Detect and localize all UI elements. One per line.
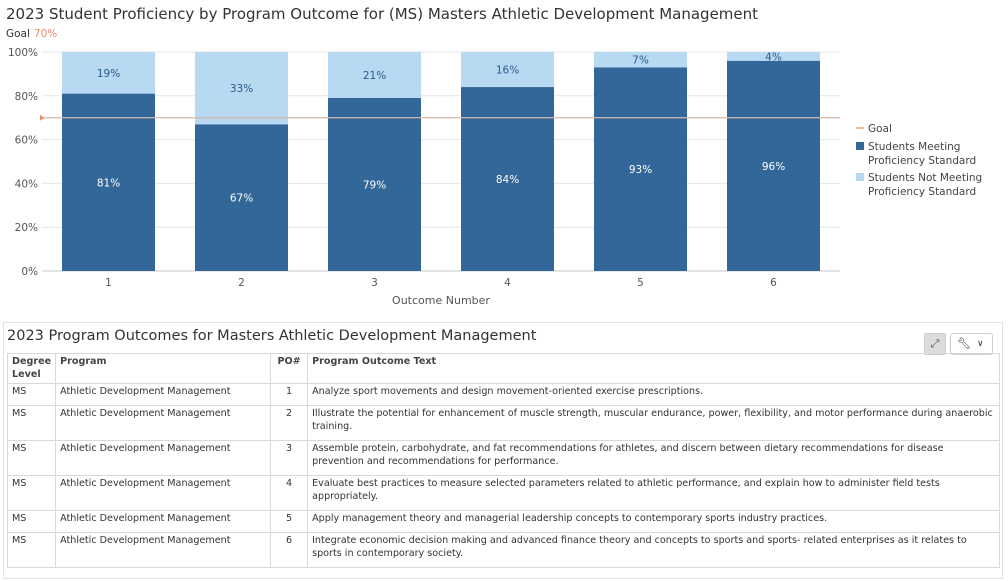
x-tick-label: 1: [105, 277, 112, 289]
cell-po: 6: [270, 532, 309, 568]
x-tick-label: 5: [637, 277, 644, 289]
legend-not-meeting-swatch: [856, 173, 864, 181]
goal-caption: Goal 70%: [6, 28, 57, 40]
cell-outcome-text: Analyze sport movements and design movem…: [307, 383, 1000, 406]
tools-menu-button[interactable]: 🔧︎ ∨: [950, 333, 993, 355]
legend-meeting-swatch: [856, 142, 864, 150]
bar-not-meeting: [594, 52, 687, 68]
x-tick-label: 2: [238, 277, 245, 289]
bar-not-meeting: [461, 52, 554, 88]
data-label-not-meeting: 19%: [97, 68, 120, 80]
proficiency-chart: 0%20%40%60%80%100%81%19%167%33%279%21%38…: [8, 47, 982, 307]
data-label-meeting: 67%: [230, 193, 253, 205]
y-tick-label: 0%: [21, 266, 38, 278]
bar-not-meeting: [727, 52, 820, 61]
header-program: Program: [55, 353, 272, 384]
goal-caption-label: Goal: [6, 28, 30, 40]
chevron-down-icon: ∨: [977, 339, 984, 349]
expand-icon: ⤢: [930, 337, 940, 350]
cell-po: 1: [270, 383, 309, 406]
legend-goal-label: Goal: [868, 123, 892, 135]
y-tick-label: 20%: [15, 222, 38, 234]
bar-not-meeting: [328, 52, 421, 98]
cell-po: 4: [270, 475, 309, 511]
cell-po: 3: [270, 440, 309, 476]
header-degree-level: Degree Level: [6, 353, 57, 384]
y-tick-label: 60%: [15, 135, 38, 147]
cell-outcome-text: Evaluate best practices to measure selec…: [307, 475, 1000, 511]
y-tick-label: 80%: [15, 91, 38, 103]
expand-button[interactable]: ⤢: [924, 333, 946, 355]
cell-program: Athletic Development Management: [55, 383, 272, 406]
cell-outcome-text: Integrate economic decision making and a…: [307, 532, 1000, 568]
data-label-not-meeting: 33%: [230, 83, 253, 95]
data-label-meeting: 79%: [363, 179, 386, 191]
bar-meeting: [328, 97, 421, 272]
cell-program: Athletic Development Management: [55, 510, 272, 533]
cell-program: Athletic Development Management: [55, 532, 272, 568]
table-row: MS Athletic Development Management 3 Assemb…: [6, 440, 1000, 476]
cell-program: Athletic Development Management: [55, 440, 272, 476]
bar-not-meeting: [62, 52, 155, 94]
data-label-not-meeting: 7%: [632, 55, 649, 67]
table-row: MS Athletic Development Management 6 Integr…: [6, 532, 1000, 568]
cell-degree-level: MS: [6, 405, 57, 441]
data-label-not-meeting: 16%: [496, 65, 519, 77]
cell-degree-level: MS: [6, 532, 57, 568]
bar-meeting: [195, 124, 288, 272]
cell-program: Athletic Development Management: [55, 475, 272, 511]
bar-meeting: [594, 67, 687, 271]
wrench-icon: 🔧︎: [957, 337, 971, 350]
header-po: PO#: [270, 353, 309, 384]
legend-meeting-label: Students Meeting Proficiency Standard: [868, 141, 976, 167]
cell-degree-level: MS: [6, 475, 57, 511]
data-label-meeting: 81%: [97, 177, 120, 189]
legend-not-meeting-label: Students Not Meeting Proficiency Standard: [868, 172, 982, 198]
goal-marker: [40, 114, 44, 121]
cell-po: 5: [270, 510, 309, 533]
cell-degree-level: MS: [6, 440, 57, 476]
outcomes-panel: 2023 Program Outcomes for Masters Athlet…: [3, 322, 1003, 579]
table-title: 2023 Program Outcomes for Masters Athlet…: [7, 328, 537, 344]
cell-degree-level: MS: [6, 383, 57, 406]
table-row: MS Athletic Development Management 1 Analyz…: [6, 383, 1000, 406]
cell-po: 2: [270, 405, 309, 441]
goal-caption-value: 70%: [33, 28, 58, 40]
data-label-not-meeting: 4%: [765, 51, 782, 63]
cell-program: Athletic Development Management: [55, 405, 272, 441]
cell-outcome-text: Illustrate the potential for enhancement…: [307, 405, 1000, 441]
y-tick-label: 40%: [15, 178, 38, 190]
data-label-not-meeting: 21%: [363, 70, 386, 82]
bar-meeting: [727, 60, 820, 272]
bar-meeting: [62, 93, 155, 271]
table-row: MS Athletic Development Management 5 Apply …: [6, 510, 1000, 533]
table-row: MS Athletic Development Management 2 Illust…: [6, 405, 1000, 441]
data-label-meeting: 93%: [629, 164, 652, 176]
x-tick-label: 3: [371, 277, 378, 289]
x-tick-label: 4: [504, 277, 511, 289]
cell-degree-level: MS: [6, 510, 57, 533]
table-row: MS Athletic Development Management 4 Evalua…: [6, 475, 1000, 511]
table-header-row: Degree Level Program PO# Program Outcome…: [6, 353, 1000, 384]
x-axis-label: Outcome Number: [392, 294, 490, 307]
x-tick-label: 6: [770, 277, 777, 289]
cell-outcome-text: Assemble protein, carbohydrate, and fat …: [307, 440, 1000, 476]
data-label-meeting: 84%: [496, 174, 519, 186]
data-label-meeting: 96%: [762, 161, 785, 173]
y-tick-label: 100%: [8, 47, 38, 59]
cell-outcome-text: Apply management theory and managerial l…: [307, 510, 1000, 533]
header-outcome-text: Program Outcome Text: [307, 353, 1000, 384]
bar-not-meeting: [195, 52, 288, 125]
outcomes-table: Degree Level Program PO# Program Outcome…: [6, 353, 1000, 568]
chart-title: 2023 Student Proficiency by Program Outc…: [6, 5, 759, 23]
